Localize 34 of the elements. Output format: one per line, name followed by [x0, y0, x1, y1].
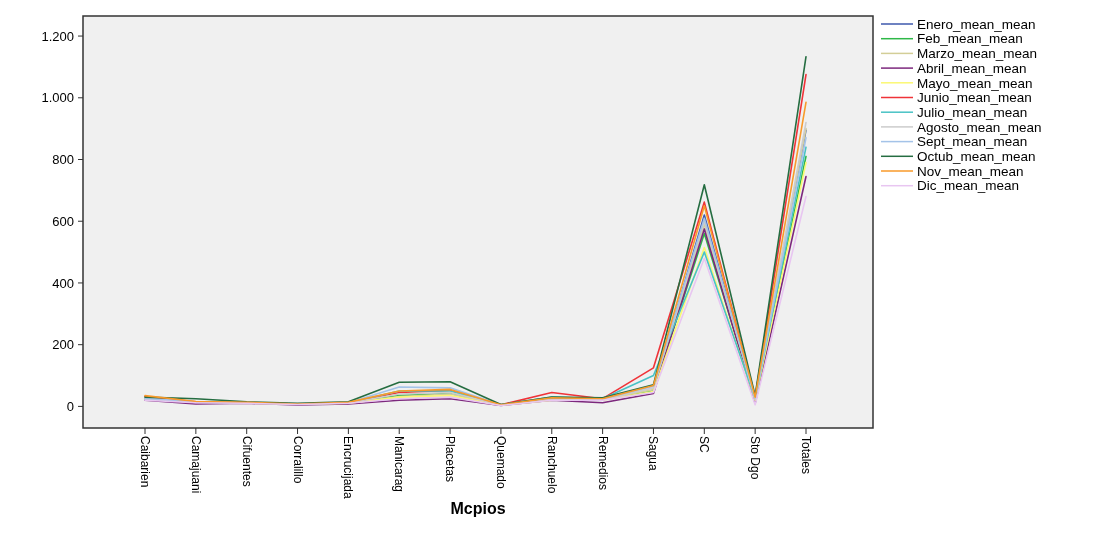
legend-label: Octub_mean_mean: [917, 149, 1036, 165]
legend-label: Mayo_mean_mean: [917, 75, 1033, 91]
x-tick-label: Caibarien: [138, 436, 152, 488]
x-tick-label: Placetas: [443, 436, 458, 483]
y-tick-label: 1.000: [41, 90, 74, 106]
legend-label: Marzo_mean_mean: [917, 46, 1038, 62]
legend-label: Junio_mean_mean: [917, 90, 1032, 106]
legend-label: Nov_mean_mean: [917, 163, 1024, 179]
x-tick-label: Camajuani: [188, 436, 203, 494]
x-tick-label: Manicarag: [392, 436, 407, 493]
legend-label: Feb_mean_mean: [917, 31, 1023, 47]
y-tick-label: 200: [52, 337, 74, 353]
y-tick-label: 400: [52, 275, 74, 291]
legend-label: Julio_mean_mean: [917, 104, 1028, 120]
y-tick-label: 0: [66, 398, 74, 414]
x-tick-label: Cifuentes: [239, 436, 254, 487]
legend-label: Abril_mean_mean: [917, 60, 1027, 76]
y-tick-label: 1.200: [41, 28, 74, 44]
x-tick-label: Encrucijada: [341, 436, 356, 500]
x-tick-label: Ranchuelo: [544, 436, 559, 494]
x-tick-label: SC: [697, 436, 712, 453]
legend-label: Enero_mean_mean: [917, 16, 1036, 32]
x-tick-label: Remedios: [595, 436, 610, 491]
legend-label: Agosto_mean_mean: [917, 119, 1042, 135]
x-tick-label: Sto Dgo: [748, 436, 763, 480]
legend-label: Sept_mean_mean: [917, 134, 1028, 150]
x-tick-label: Quemado: [493, 436, 508, 490]
y-tick-label: 800: [52, 152, 74, 168]
y-tick-label: 600: [52, 213, 74, 229]
x-tick-label: Totales: [799, 436, 813, 475]
x-axis-title: Mcpios: [450, 500, 506, 517]
x-tick-label: Sagua: [646, 436, 661, 472]
x-tick-label: Corralillo: [290, 436, 305, 484]
legend-label: Dic_mean_mean: [917, 178, 1020, 194]
